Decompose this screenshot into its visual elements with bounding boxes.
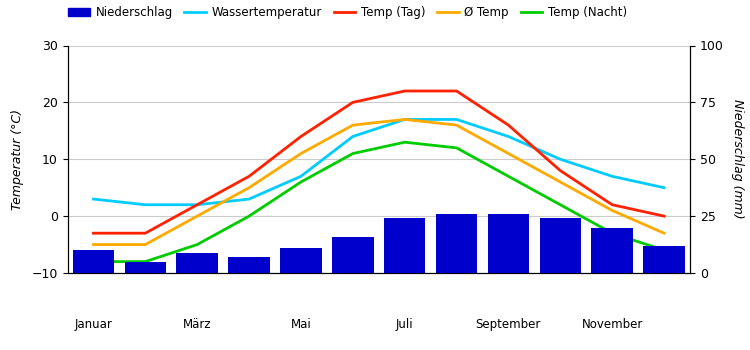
Bar xyxy=(228,257,270,273)
Bar xyxy=(539,218,581,273)
Y-axis label: Temperatur (°C): Temperatur (°C) xyxy=(11,109,25,210)
Text: November: November xyxy=(581,318,643,331)
Text: März: März xyxy=(183,318,211,331)
Bar xyxy=(280,248,322,273)
Bar xyxy=(176,253,218,273)
Text: September: September xyxy=(476,318,542,331)
Bar xyxy=(488,214,530,273)
Bar xyxy=(124,262,166,273)
Text: Juli: Juli xyxy=(396,318,413,331)
Bar xyxy=(436,214,477,273)
Bar xyxy=(592,228,633,273)
Bar xyxy=(73,250,114,273)
Text: Januar: Januar xyxy=(74,318,112,331)
Legend: Niederschlag, Wassertemperatur, Temp (Tag), Ø Temp, Temp (Nacht): Niederschlag, Wassertemperatur, Temp (Ta… xyxy=(64,1,632,24)
Text: Mai: Mai xyxy=(290,318,311,331)
Y-axis label: Niederschlag (mm): Niederschlag (mm) xyxy=(731,99,745,219)
Bar xyxy=(332,237,374,273)
Bar xyxy=(384,218,425,273)
Bar xyxy=(644,246,685,273)
